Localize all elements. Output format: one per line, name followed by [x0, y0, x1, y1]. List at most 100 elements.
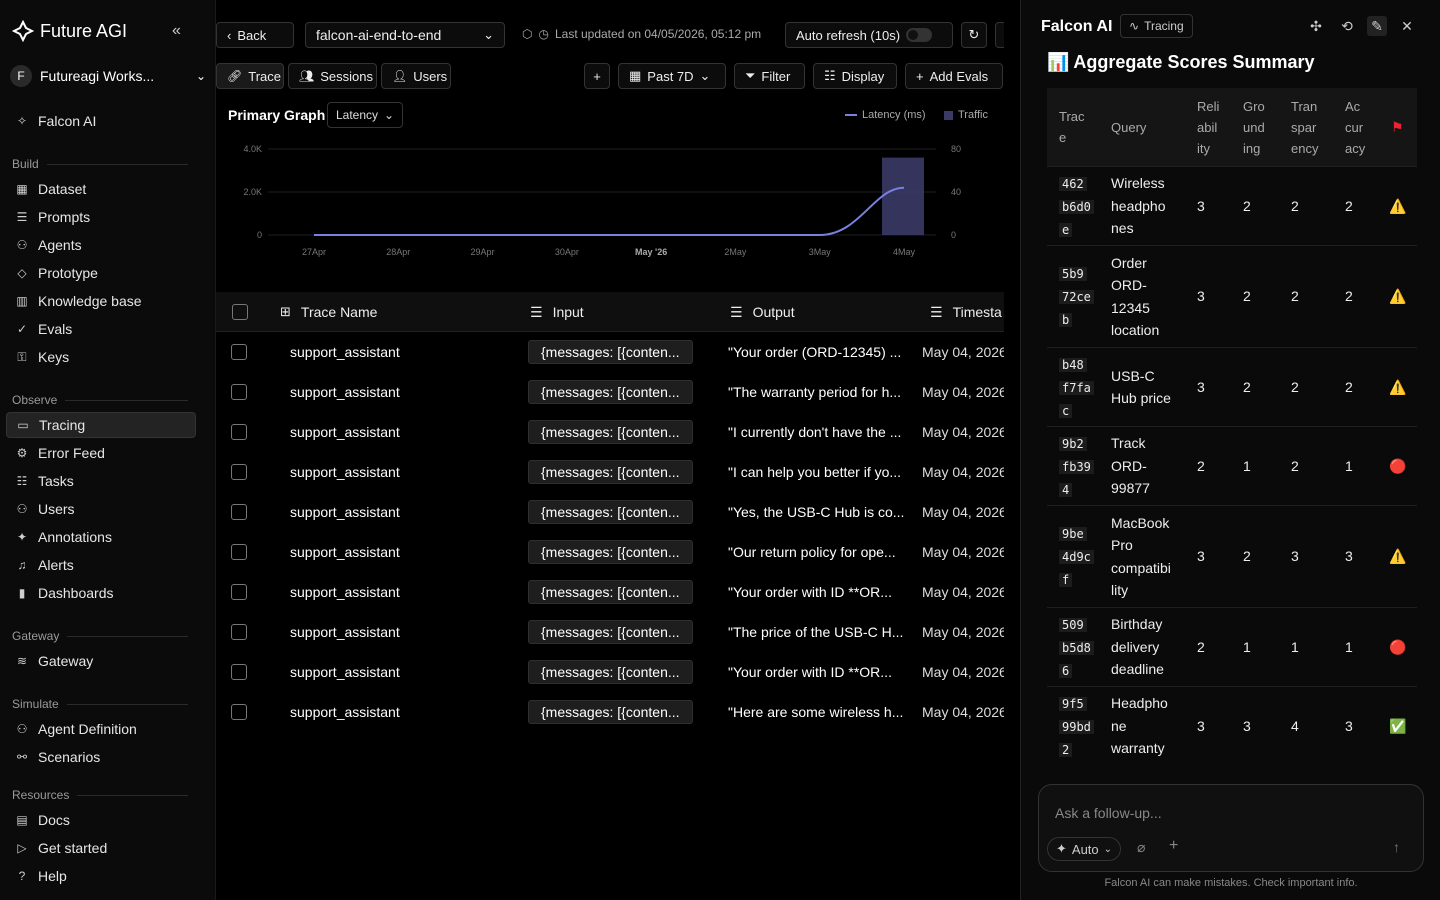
- table-row[interactable]: support_assistant {messages: [{conten... "…: [216, 412, 1004, 452]
- close-icon[interactable]: ✕: [1401, 17, 1413, 34]
- table-row[interactable]: support_assistant {messages: [{conten... "…: [216, 692, 1004, 732]
- mode-select[interactable]: ✦ Auto ⌄: [1047, 837, 1122, 861]
- table-row[interactable]: support_assistant {messages: [{conten... "…: [216, 332, 1004, 372]
- tab-sessions[interactable]: 👥︎ Sessions: [288, 63, 377, 89]
- sidebar-item-falcon-ai[interactable]: ✧ Falcon AI: [6, 108, 196, 134]
- sidebar-item-gateway[interactable]: ≋ Gateway: [6, 648, 196, 674]
- agent-icon: ⚇: [16, 722, 28, 736]
- grounding-score: 1: [1243, 638, 1251, 655]
- reliability-score: 2: [1197, 638, 1205, 655]
- header-output[interactable]: ☰ Output: [730, 292, 795, 332]
- row-checkbox[interactable]: [231, 532, 247, 572]
- sidebar-item-users[interactable]: ⚇ Users: [6, 496, 196, 522]
- collapse-sidebar-icon[interactable]: «: [172, 22, 181, 39]
- sidebar-item-knowledge-base[interactable]: ▥ Knowledge base: [6, 288, 196, 314]
- legend-traffic: Traffic: [944, 109, 988, 121]
- header-timestamp[interactable]: ☰ Timesta: [930, 292, 1002, 332]
- sidebar-item-keys[interactable]: ⚿ Keys: [6, 344, 196, 370]
- trace-id[interactable]: 5b9 72ce b: [1059, 246, 1094, 347]
- primary-graph: 4.0K 2.0K 0 80 40 0 27Apr 28Apr 29Apr 30Apr May '2…: [243, 144, 961, 257]
- add-button[interactable]: +: [584, 63, 610, 89]
- table-row[interactable]: support_assistant {messages: [{conten... "…: [216, 532, 1004, 572]
- latency-line: [314, 186, 905, 236]
- context-badge[interactable]: ∿ Tracing: [1120, 14, 1193, 38]
- trace-id[interactable]: 9f5 99bd 2: [1059, 687, 1094, 765]
- score-row: b48 f7fa c USB-C Hub price 3 2 2 2 ⚠️: [1047, 347, 1417, 426]
- sidebar-item-annotations[interactable]: ✦ Annotations: [6, 524, 196, 550]
- sidebar-item-get-started[interactable]: ▷ Get started: [6, 835, 196, 861]
- row-checkbox[interactable]: [231, 452, 247, 492]
- plus-icon[interactable]: +: [1169, 837, 1179, 854]
- new-chat-icon[interactable]: ✎: [1367, 16, 1387, 36]
- sidebar-item-tasks[interactable]: ☷ Tasks: [6, 468, 196, 494]
- score-row: 509 b5d8 6 Birthday delivery deadline 2 1 1 1 🔴: [1047, 607, 1417, 686]
- project-select[interactable]: falcon-ai-end-to-end ⌄: [305, 22, 505, 48]
- sidebar-item-agent-definition[interactable]: ⚇ Agent Definition: [6, 716, 196, 742]
- row-checkbox[interactable]: [231, 332, 247, 372]
- header-input[interactable]: ☰ Input: [530, 292, 584, 332]
- table-row[interactable]: support_assistant {messages: [{conten... "…: [216, 492, 1004, 532]
- sidebar-item-docs[interactable]: ▤ Docs: [6, 807, 196, 833]
- date-range-select[interactable]: ▦ Past 7D ⌄: [618, 63, 726, 89]
- table-row[interactable]: support_assistant {messages: [{conten... "…: [216, 652, 1004, 692]
- download-button[interactable]: ⤓: [995, 22, 1004, 48]
- tab-users[interactable]: 👤︎ Users: [381, 63, 451, 89]
- trace-id[interactable]: 462 b6d0 e: [1059, 167, 1094, 245]
- paperclip-icon[interactable]: ⌀: [1137, 839, 1146, 855]
- brand-logo[interactable]: Future AGI: [12, 20, 127, 42]
- row-checkbox[interactable]: [231, 492, 247, 532]
- score-row: 9be 4d9c f MacBook Pro compatibi lity 3 2 3 3 ⚠️: [1047, 505, 1417, 607]
- chat-input[interactable]: Ask a follow-up...: [1055, 805, 1162, 821]
- tab-trace[interactable]: 🔗︎ Trace: [216, 63, 284, 89]
- chat-input-box[interactable]: Ask a follow-up... ✦ Auto ⌄ ⌀ + ↑: [1038, 784, 1424, 872]
- auto-refresh-toggle[interactable]: Auto refresh (10s): [785, 22, 953, 48]
- input-pill: {messages: [{conten...: [528, 380, 693, 404]
- sidebar-item-help[interactable]: ? Help: [6, 863, 196, 889]
- sidebar-item-prototype[interactable]: ◇ Prototype: [6, 260, 196, 286]
- sidebar-item-alerts[interactable]: ♫ Alerts: [6, 552, 196, 578]
- send-icon[interactable]: ↑: [1393, 839, 1400, 855]
- row-checkbox[interactable]: [231, 412, 247, 452]
- trace-id[interactable]: b48 f7fa c: [1059, 348, 1094, 426]
- sidebar-item-agents[interactable]: ⚇ Agents: [6, 232, 196, 258]
- display-button[interactable]: ☷ Display: [813, 63, 897, 89]
- input-cell: {messages: [{conten...: [528, 572, 693, 612]
- filter-button[interactable]: ⏷ Filter: [734, 63, 805, 89]
- trace-id[interactable]: 509 b5d8 6: [1059, 608, 1094, 686]
- puzzle-icon[interactable]: ✣: [1310, 17, 1322, 34]
- trace-id[interactable]: 9be 4d9c f: [1059, 506, 1094, 607]
- sidebar-item-dataset[interactable]: ▦ Dataset: [6, 176, 196, 202]
- sidebar-item-label: Docs: [38, 812, 70, 828]
- select-all-checkbox[interactable]: [232, 292, 248, 332]
- workspace-switcher[interactable]: F Futureagi Works... ⌄: [10, 62, 206, 90]
- table-row[interactable]: support_assistant {messages: [{conten... "…: [216, 612, 1004, 652]
- table-row[interactable]: support_assistant {messages: [{conten... "…: [216, 452, 1004, 492]
- row-checkbox[interactable]: [231, 572, 247, 612]
- sidebar-item-prompts[interactable]: ☰ Prompts: [6, 204, 196, 230]
- header-trace-name[interactable]: ⊞ Trace Name: [280, 292, 377, 332]
- metric-select[interactable]: Latency ⌄: [327, 102, 404, 128]
- row-checkbox[interactable]: [231, 612, 247, 652]
- back-button[interactable]: ‹ Back: [216, 22, 294, 48]
- trace-id[interactable]: 9b2 fb39 4: [1059, 427, 1094, 505]
- add-evals-button[interactable]: + Add Evals: [905, 63, 1003, 89]
- query-cell: Headpho ne warranty: [1111, 695, 1168, 757]
- history-icon[interactable]: ⟲: [1341, 17, 1353, 34]
- row-checkbox[interactable]: [231, 692, 247, 732]
- sidebar-item-evals[interactable]: ✓ Evals: [6, 316, 196, 342]
- row-checkbox[interactable]: [231, 372, 247, 412]
- toggle-switch[interactable]: [906, 28, 933, 42]
- refresh-button[interactable]: ↻: [961, 22, 987, 48]
- sidebar-item-error-feed[interactable]: ⚙ Error Feed: [6, 440, 196, 466]
- date-range-label: Past 7D: [647, 68, 694, 84]
- sidebar-item-dashboards[interactable]: ▮ Dashboards: [6, 580, 196, 606]
- grounding-score: 3: [1243, 717, 1251, 734]
- sidebar-item-scenarios[interactable]: ⚯ Scenarios: [6, 744, 196, 770]
- table-row[interactable]: support_assistant {messages: [{conten... "…: [216, 372, 1004, 412]
- falcon-ai-panel: Falcon AI ∿ Tracing ✣ ⟲ ✎ ✕ 📊 Aggregate …: [1020, 0, 1440, 900]
- sidebar-item-tracing[interactable]: ▭ Tracing: [6, 412, 196, 438]
- table-row[interactable]: support_assistant {messages: [{conten... "…: [216, 572, 1004, 612]
- input-cell: {messages: [{conten...: [528, 532, 693, 572]
- accuracy-score: 1: [1345, 457, 1353, 474]
- row-checkbox[interactable]: [231, 652, 247, 692]
